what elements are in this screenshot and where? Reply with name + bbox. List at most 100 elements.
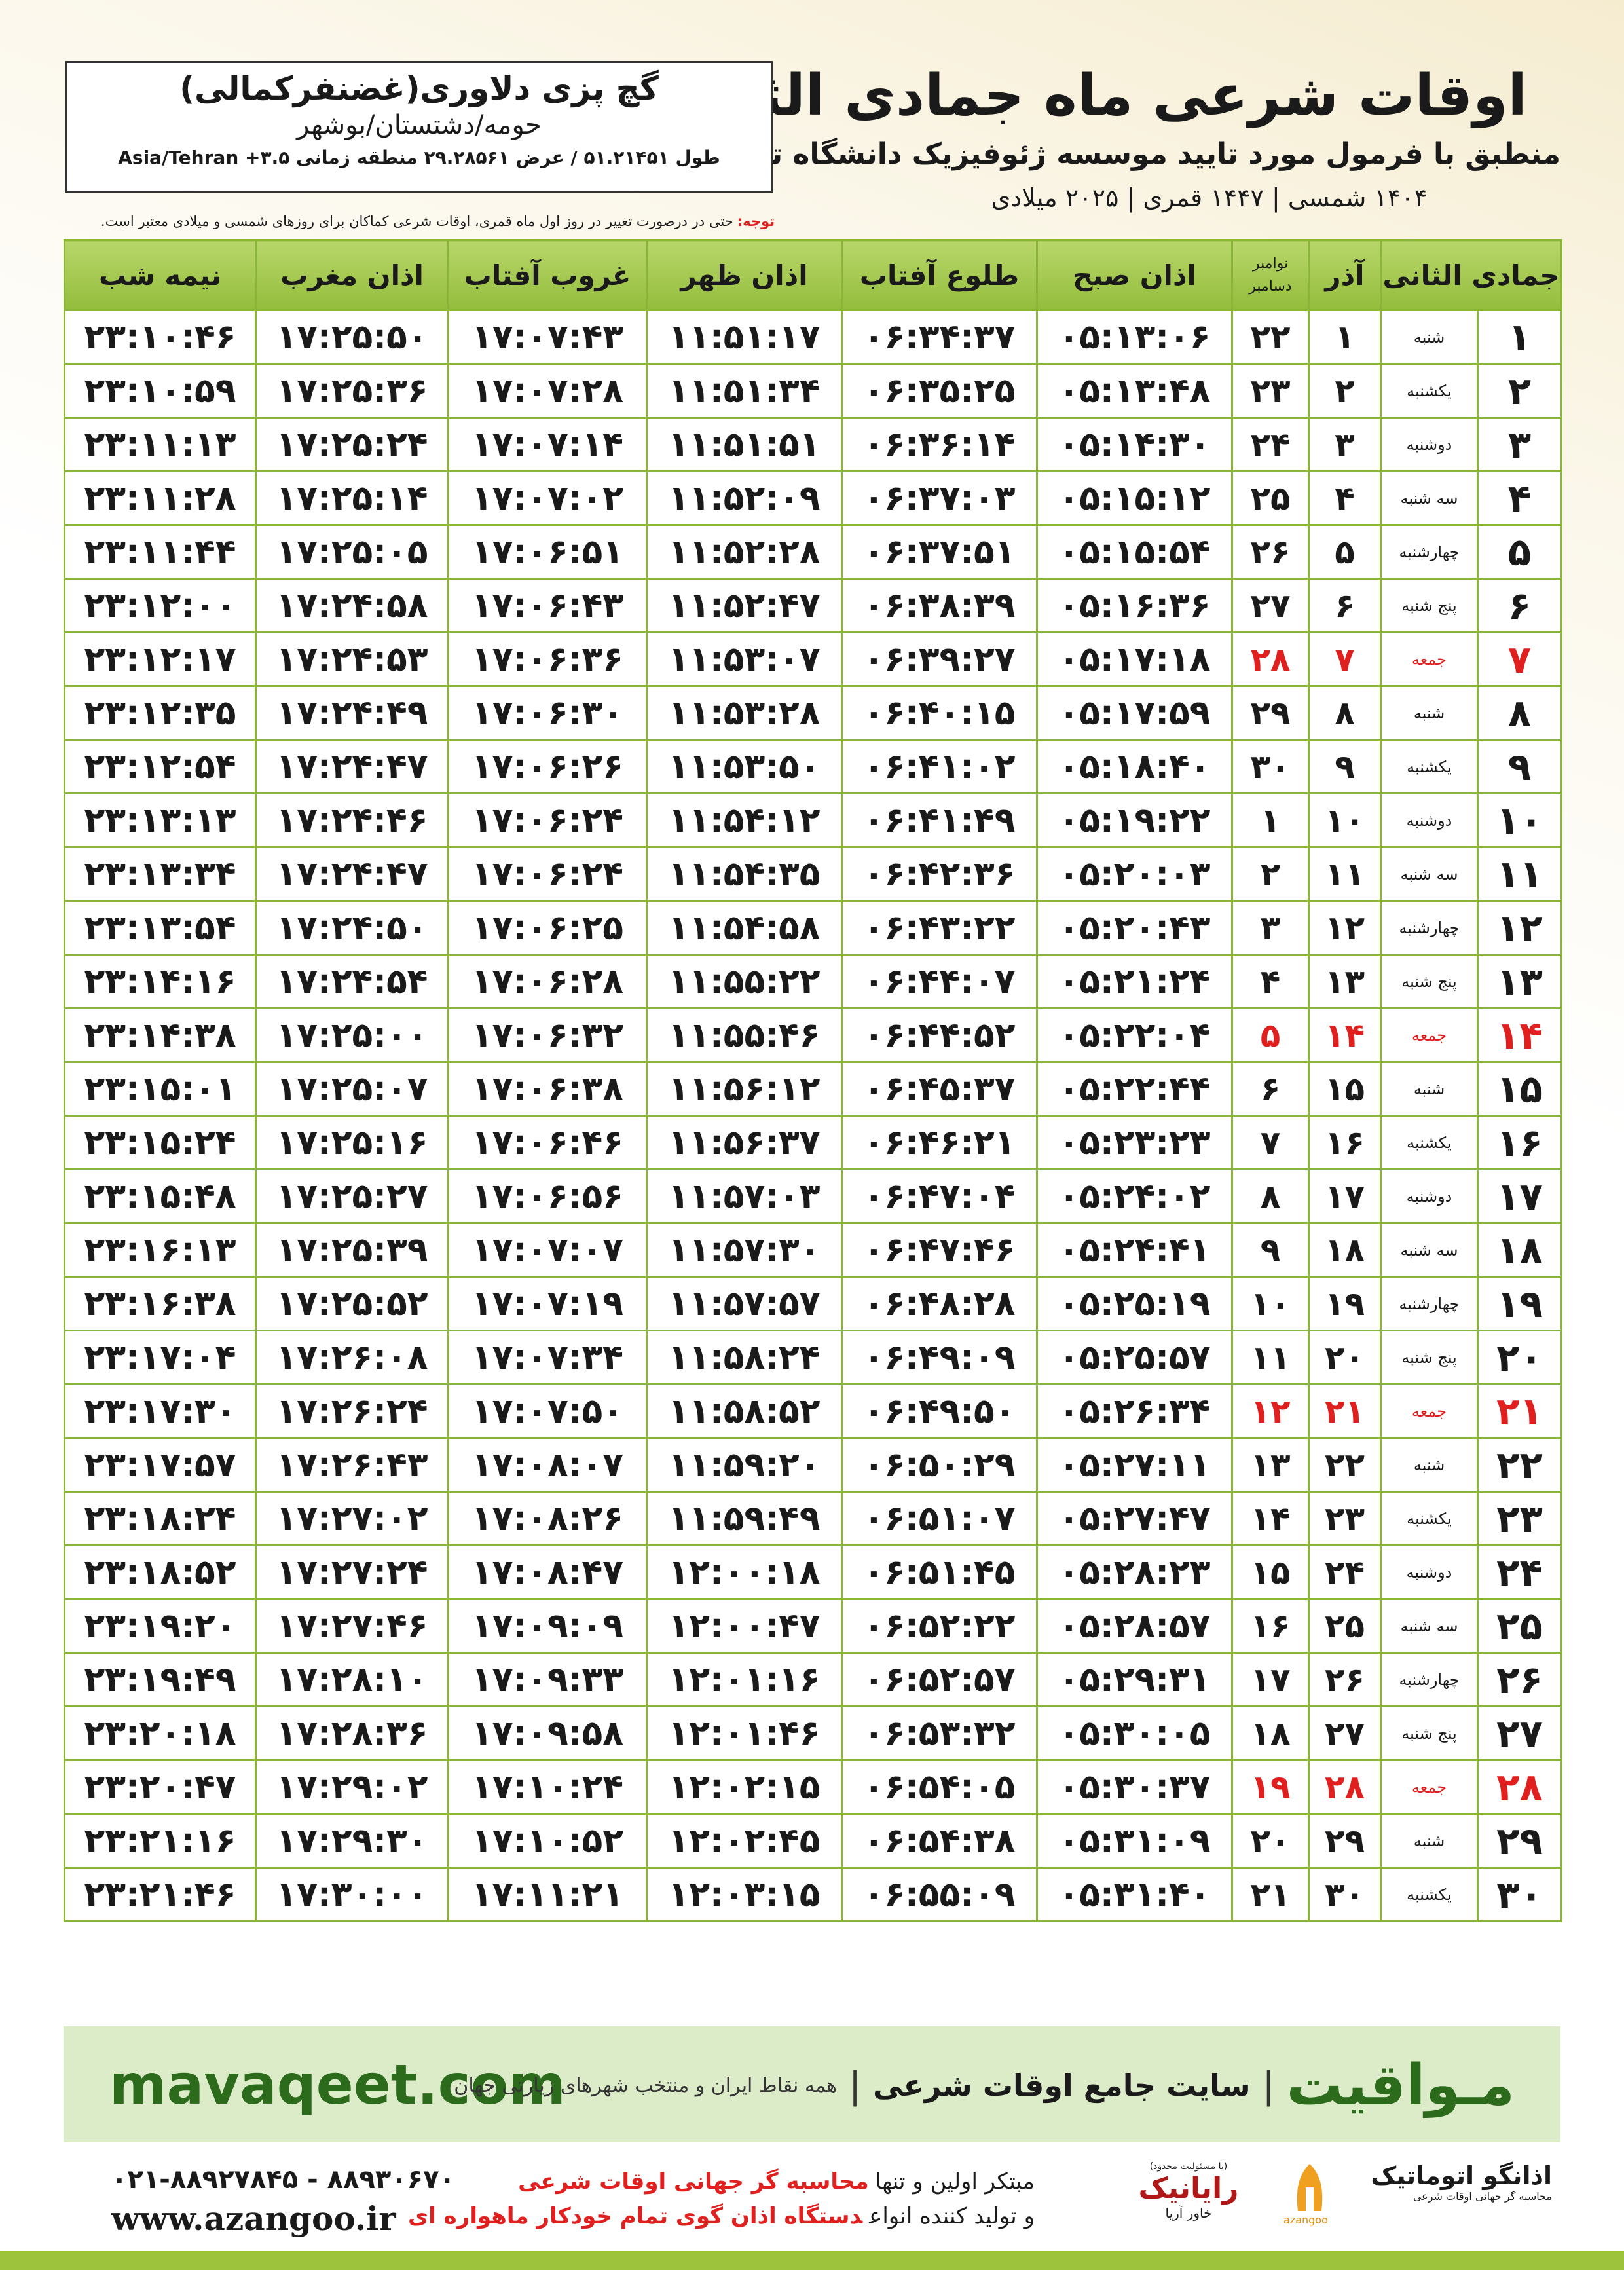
table-cell: ۰۶:۳۶:۱۴ [841,417,1038,472]
table-cell: ۱۲:۰۱:۴۶ [646,1705,843,1761]
table-cell: ۰۵:۳۰:۳۷ [1036,1759,1233,1815]
table-cell: ۱۷:۰۹:۵۸ [447,1705,648,1761]
table-row: ۷ جمعه ۷ ۲۸ ۰۵:۱۷:۱۸ ۰۶:۳۹:۲۷ ۱۱:۵۳:۰۷ ۱۷:۰۶:۳۶… [64,631,1562,687]
table-cell: ۱۷:۱۱:۲۱ [447,1867,648,1922]
table-cell: ۱۷ [1308,1168,1382,1224]
column-header: اذان مغرب [255,239,449,311]
table-cell: ۱۷:۰۷:۲۸ [447,363,648,419]
footer-url[interactable]: www.azangoo.ir [111,2199,396,2238]
table-cell: ۹ [1308,739,1382,794]
table-cell: ۲۴ [1308,1544,1382,1600]
table-row: ۳۰ یکشنبه ۳۰ ۲۱ ۰۵:۳۱:۴۰ ۰۶:۵۵:۰۹ ۱۲:۰۳:۱۵ ۱۷:۱… [64,1867,1562,1922]
table-cell: ۰۶:۳۹:۲۷ [841,631,1038,687]
table-cell: چهارشنبه [1380,900,1479,956]
table-cell: ۱۱:۵۸:۲۴ [646,1330,843,1385]
table-cell: ۱۳ [1308,954,1382,1009]
logo-name: اذانگو اتوماتیک [1371,2161,1552,2190]
table-cell: ۱۷:۲۶:۴۳ [255,1437,449,1493]
table-cell: ۰۵:۲۷:۴۷ [1036,1491,1233,1546]
column-header-line: دسامبر [1249,278,1292,295]
column-header: نیمه شب [64,239,257,311]
table-cell: ۴ [1308,470,1382,526]
table-cell: ۰۶:۴۸:۲۸ [841,1276,1038,1331]
table-row: ۲۸ جمعه ۲۸ ۱۹ ۰۵:۳۰:۳۷ ۰۶:۵۴:۰۵ ۱۲:۰۲:۱۵ ۱۷:۱۰:… [64,1759,1562,1815]
table-cell: ۱۶ [1231,1598,1310,1654]
table-cell: ۰۶:۳۴:۳۷ [841,309,1038,365]
table-cell: ۱۷:۲۵:۵۰ [255,309,449,365]
table-cell: ۲۳:۱۹:۲۰ [64,1598,257,1654]
table-cell: ۸ [1231,1168,1310,1224]
table-cell: ۱۷:۲۵:۲۴ [255,417,449,472]
table-cell: ۱۷:۱۰:۵۲ [447,1813,648,1869]
table-row: ۱۶ یکشنبه ۱۶ ۷ ۰۵:۲۳:۲۳ ۰۶:۴۶:۲۱ ۱۱:۵۶:۳۷ ۱۷:۰۶… [64,1115,1562,1170]
table-cell: ۴ [1477,470,1562,526]
table-cell: ۲۳:۲۱:۱۶ [64,1813,257,1869]
table-cell: ۱۱:۵۹:۲۰ [646,1437,843,1493]
table-cell: ۲۹ [1308,1813,1382,1869]
table-cell: ۰۶:۴۴:۵۲ [841,1007,1038,1063]
table-body: ۱ شنبه ۱ ۲۲ ۰۵:۱۳:۰۶ ۰۶:۳۴:۳۷ ۱۱:۵۱:۱۷ ۱۷:۰۷:۴۳… [64,309,1562,1922]
table-cell: ۱۴ [1477,1007,1562,1063]
table-cell: ۱۹ [1308,1276,1382,1331]
table-row: ۱۳ پنج شنبه ۱۳ ۴ ۰۵:۲۱:۲۴ ۰۶:۴۴:۰۷ ۱۱:۵۵:۲۲ ۱۷:… [64,954,1562,1009]
table-cell: ۲۰ [1231,1813,1310,1869]
table-cell: ۲۳:۱۵:۰۱ [64,1061,257,1117]
table-cell: یکشنبه [1380,363,1479,419]
table-cell: ۱ [1308,309,1382,365]
table-cell: ۱۷:۲۵:۰۰ [255,1007,449,1063]
table-cell: ۱۱:۵۵:۲۲ [646,954,843,1009]
table-row: ۶ پنج شنبه ۶ ۲۷ ۰۵:۱۶:۳۶ ۰۶:۳۸:۳۹ ۱۱:۵۲:۴۷ ۱۷:۰… [64,578,1562,633]
table-cell: ۰۶:۴۹:۵۰ [841,1383,1038,1439]
table-cell: ۱۷:۲۴:۵۳ [255,631,449,687]
table-cell: ۱۷:۰۶:۲۴ [447,792,648,848]
table-cell: ۰۵:۲۵:۵۷ [1036,1330,1233,1385]
table-cell: شنبه [1380,1437,1479,1493]
banner-brand: مـواقیت [1286,2053,1515,2118]
table-cell: ۱۷:۱۰:۲۴ [447,1759,648,1815]
table-cell: ۰۵:۲۹:۳۱ [1036,1652,1233,1707]
table-cell: ۱۷:۰۷:۰۷ [447,1222,648,1278]
table-cell: ۲۳:۱۹:۴۹ [64,1652,257,1707]
banner-website[interactable]: mavaqeet.com [109,2053,566,2117]
location-name: گچ پزی دلاوری(غضنفرکمالی) [179,69,659,107]
header-row: جمادی الثانی آذر نوامبر دسامبر اذان صبح طلوع … [64,239,1562,311]
table-cell: ۰۶:۵۲:۵۷ [841,1652,1038,1707]
table-cell: ۳۰ [1231,739,1310,794]
table-cell: ۲۸ [1477,1759,1562,1815]
table-cell: ۰۶:۴۹:۰۹ [841,1330,1038,1385]
table-cell: ۰۶:۵۰:۲۹ [841,1437,1038,1493]
table-cell: ۱۲:۰۰:۴۷ [646,1598,843,1654]
table-cell: ۲۳:۱۸:۲۴ [64,1491,257,1546]
table-row: ۲۴ دوشنبه ۲۴ ۱۵ ۰۵:۲۸:۲۳ ۰۶:۵۱:۴۵ ۱۲:۰۰:۱۸ ۱۷:۰… [64,1544,1562,1600]
column-header: نوامبر دسامبر [1231,239,1310,311]
table-cell: ۱۷:۲۴:۵۴ [255,954,449,1009]
table-cell: ۱۱ [1308,846,1382,902]
table-cell: ۱۱:۵۴:۳۵ [646,846,843,902]
table-cell: ۱ [1231,792,1310,848]
table-cell: ۰۵:۲۳:۲۳ [1036,1115,1233,1170]
table-cell: ۰۶:۳۸:۳۹ [841,578,1038,633]
table-cell: ۰۶:۵۱:۴۵ [841,1544,1038,1600]
table-row: ۲۷ پنج شنبه ۲۷ ۱۸ ۰۵:۳۰:۰۵ ۰۶:۵۳:۳۲ ۱۲:۰۱:۴۶ ۱۷… [64,1705,1562,1761]
table-cell: ۲۴ [1477,1544,1562,1600]
table-cell: ۱۷:۲۶:۲۴ [255,1383,449,1439]
logo-text: اذانگو اتوماتیک محاسبه گر جهانی اوقات شر… [1336,2161,1552,2203]
table-cell: ۰۵:۱۵:۱۲ [1036,470,1233,526]
table-cell: ۲۷ [1308,1705,1382,1761]
table-cell: ۱۷:۰۸:۰۷ [447,1437,648,1493]
table-row: ۱۲ چهارشنبه ۱۲ ۳ ۰۵:۲۰:۴۳ ۰۶:۴۳:۲۲ ۱۱:۵۴:۵۸ ۱۷:… [64,900,1562,956]
table-cell: ۱۱:۵۷:۳۰ [646,1222,843,1278]
table-cell: ۱۷:۰۶:۳۰ [447,685,648,741]
table-cell: ۱۱:۵۷:۰۳ [646,1168,843,1224]
table-cell: ۲۱ [1308,1383,1382,1439]
table-cell: ۰۵:۱۷:۵۹ [1036,685,1233,741]
table-cell: ۱۱:۵۹:۴۹ [646,1491,843,1546]
banner-slogan: سایت جامع اوقات شرعی [872,2068,1251,2103]
table-cell: ۱۷:۲۷:۴۶ [255,1598,449,1654]
footer-text-plain: و تولید کننده انواع [869,2203,1035,2229]
table-cell: ۲۳:۱۴:۱۶ [64,954,257,1009]
table-cell: ۰۵:۲۰:۰۳ [1036,846,1233,902]
table-cell: ۰۵:۱۳:۴۸ [1036,363,1233,419]
table-cell: سه شنبه [1380,470,1479,526]
table-row: ۲۶ چهارشنبه ۲۶ ۱۷ ۰۵:۲۹:۳۱ ۰۶:۵۲:۵۷ ۱۲:۰۱:۱۶ ۱۷… [64,1652,1562,1707]
